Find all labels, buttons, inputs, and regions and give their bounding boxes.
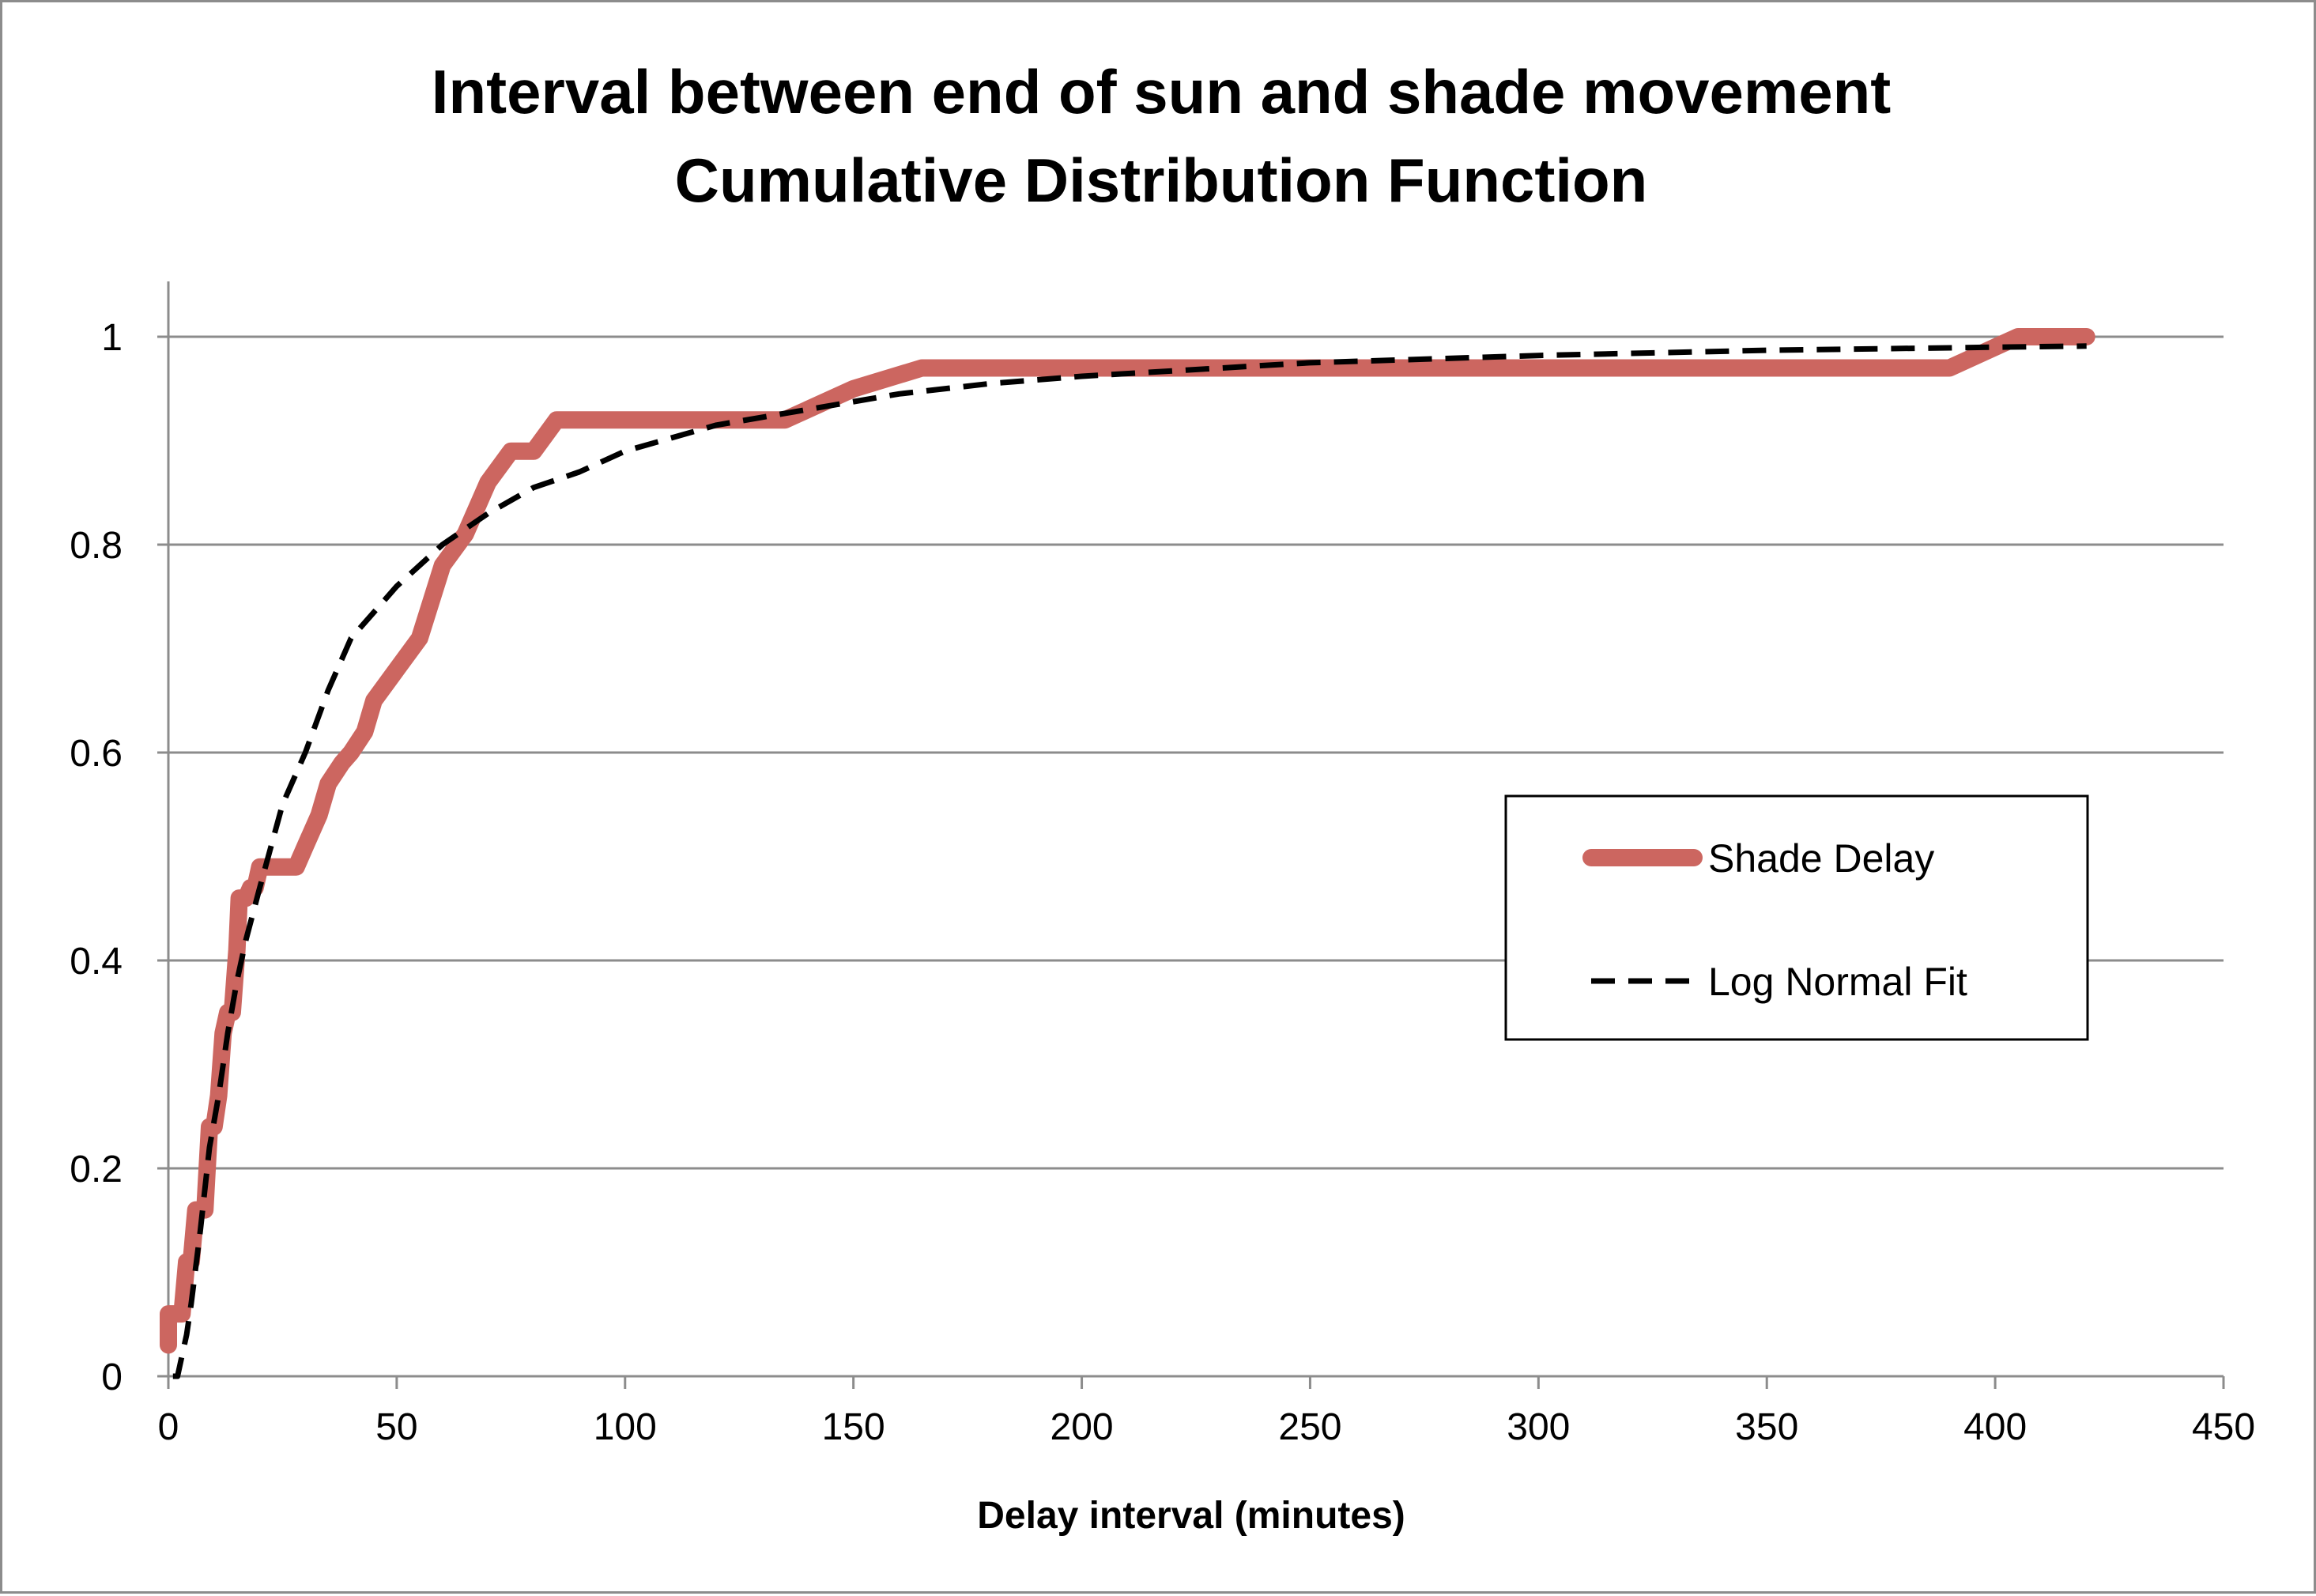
x-tick-label-7: 350 bbox=[1735, 1406, 1798, 1448]
x-axis-title: Delay interval (minutes) bbox=[977, 1495, 1405, 1537]
legend-label-shade-delay: Shade Delay bbox=[1708, 836, 1934, 881]
legend-box bbox=[1504, 794, 2089, 1041]
legend-label-log-normal-fit: Log Normal Fit bbox=[1708, 960, 1967, 1004]
legend: Shade Delay Log Normal Fit bbox=[1504, 794, 2089, 1041]
gridlines bbox=[168, 335, 2224, 1170]
x-tick-label-8: 400 bbox=[1963, 1406, 2027, 1448]
y-tick-labels: 0 0.2 0.4 0.6 0.8 1 bbox=[70, 317, 123, 1398]
chart-title: Interval between end of sun and shade mo… bbox=[432, 57, 1891, 126]
x-tick-label-4: 200 bbox=[1050, 1406, 1114, 1448]
x-tick-label-5: 250 bbox=[1278, 1406, 1341, 1448]
series-line-log-normal-fit bbox=[172, 343, 2087, 1379]
chart-subtitle: Cumulative Distribution Function bbox=[675, 145, 1648, 215]
x-tick-label-0: 0 bbox=[158, 1406, 179, 1448]
x-tick-label-2: 100 bbox=[594, 1406, 657, 1448]
axes bbox=[157, 281, 2225, 1389]
y-tick-label-1: 0.2 bbox=[70, 1149, 123, 1190]
x-tick-label-6: 300 bbox=[1507, 1406, 1570, 1448]
x-tick-label-1: 50 bbox=[375, 1406, 417, 1448]
x-tick-labels: 0 50 100 150 200 250 300 350 400 450 bbox=[158, 1406, 2255, 1448]
y-tick-label-4: 0.8 bbox=[70, 525, 123, 567]
y-tick-label-0: 0 bbox=[101, 1356, 123, 1398]
x-tick-label-9: 450 bbox=[2192, 1406, 2255, 1448]
series-lines bbox=[160, 328, 2095, 1379]
x-tick-label-3: 150 bbox=[822, 1406, 885, 1448]
y-tick-label-5: 1 bbox=[101, 317, 123, 359]
y-tick-label-2: 0.4 bbox=[70, 941, 123, 983]
series-line-shade-delay bbox=[160, 328, 2095, 1354]
y-tick-label-3: 0.6 bbox=[70, 733, 123, 775]
